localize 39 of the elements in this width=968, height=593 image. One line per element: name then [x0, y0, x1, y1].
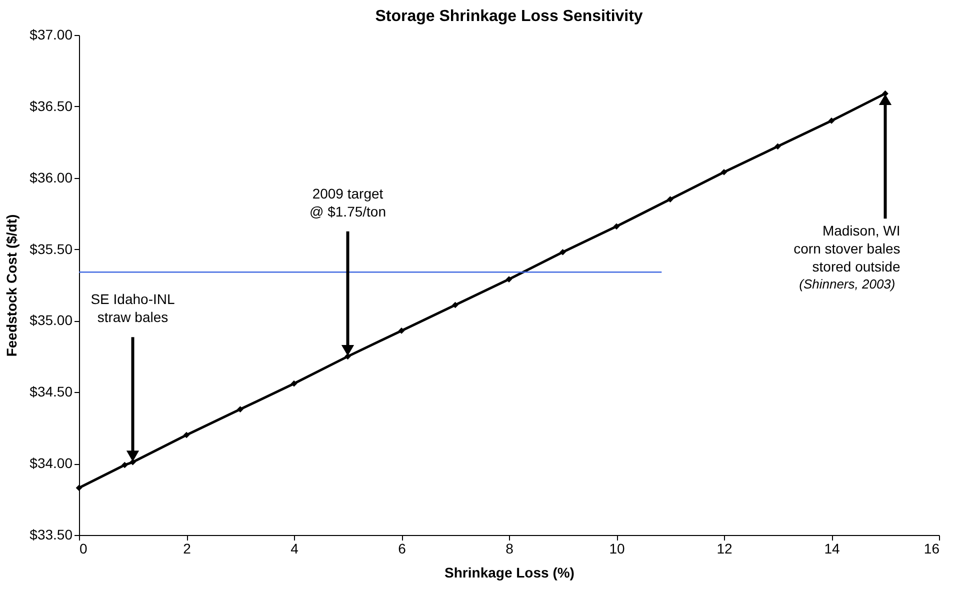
point: [183, 432, 190, 438]
chart-title: Storage Shrinkage Loss Sensitivity: [375, 8, 643, 25]
annotation: (Shinners, 2003): [799, 276, 896, 292]
point: [452, 302, 458, 308]
point: [720, 168, 728, 176]
y-tick-label: $34.50: [30, 384, 73, 400]
x-tick-label: 4: [290, 540, 299, 556]
y-axis-title: Feedstock Cost ($/dt): [4, 214, 20, 357]
point: [667, 196, 674, 202]
x-tick-label: 6: [398, 540, 406, 556]
y-tick-label: $33.50: [30, 526, 73, 542]
x-tick-label: 14: [824, 540, 840, 556]
x-tick-label: 10: [609, 540, 625, 556]
point: [398, 328, 405, 334]
annotation: Madison, WI corn stover bales stored outside: [794, 222, 900, 275]
y-tick-label: $36.00: [30, 169, 73, 186]
y-tick-label: $37.00: [30, 26, 73, 42]
point: [506, 276, 512, 282]
x-tick-label: 0: [80, 540, 88, 556]
y-tick-label: $36.50: [30, 98, 73, 114]
point: [613, 223, 620, 230]
annotation: 2009 target @ $1.75/ton: [310, 185, 386, 220]
annotation: SE Idaho-INL straw bales: [90, 291, 175, 326]
y-tick-label: $35.50: [30, 240, 73, 257]
x-tick-label: 2: [183, 540, 192, 556]
x-tick-label: 16: [924, 540, 940, 556]
y-tick-label: $35.00: [30, 312, 73, 328]
point: [237, 406, 244, 412]
point: [122, 462, 128, 468]
point: [130, 458, 136, 466]
x-tick-label: 8: [506, 540, 514, 556]
point: [828, 118, 835, 124]
point: [560, 248, 566, 256]
point: [774, 143, 781, 150]
point: [290, 380, 298, 387]
y-tick-label: $34.00: [30, 455, 73, 472]
x-tick-label: 12: [716, 540, 732, 556]
point: [76, 484, 82, 492]
x-axis-title: Shrinkage Loss (%): [444, 564, 574, 580]
